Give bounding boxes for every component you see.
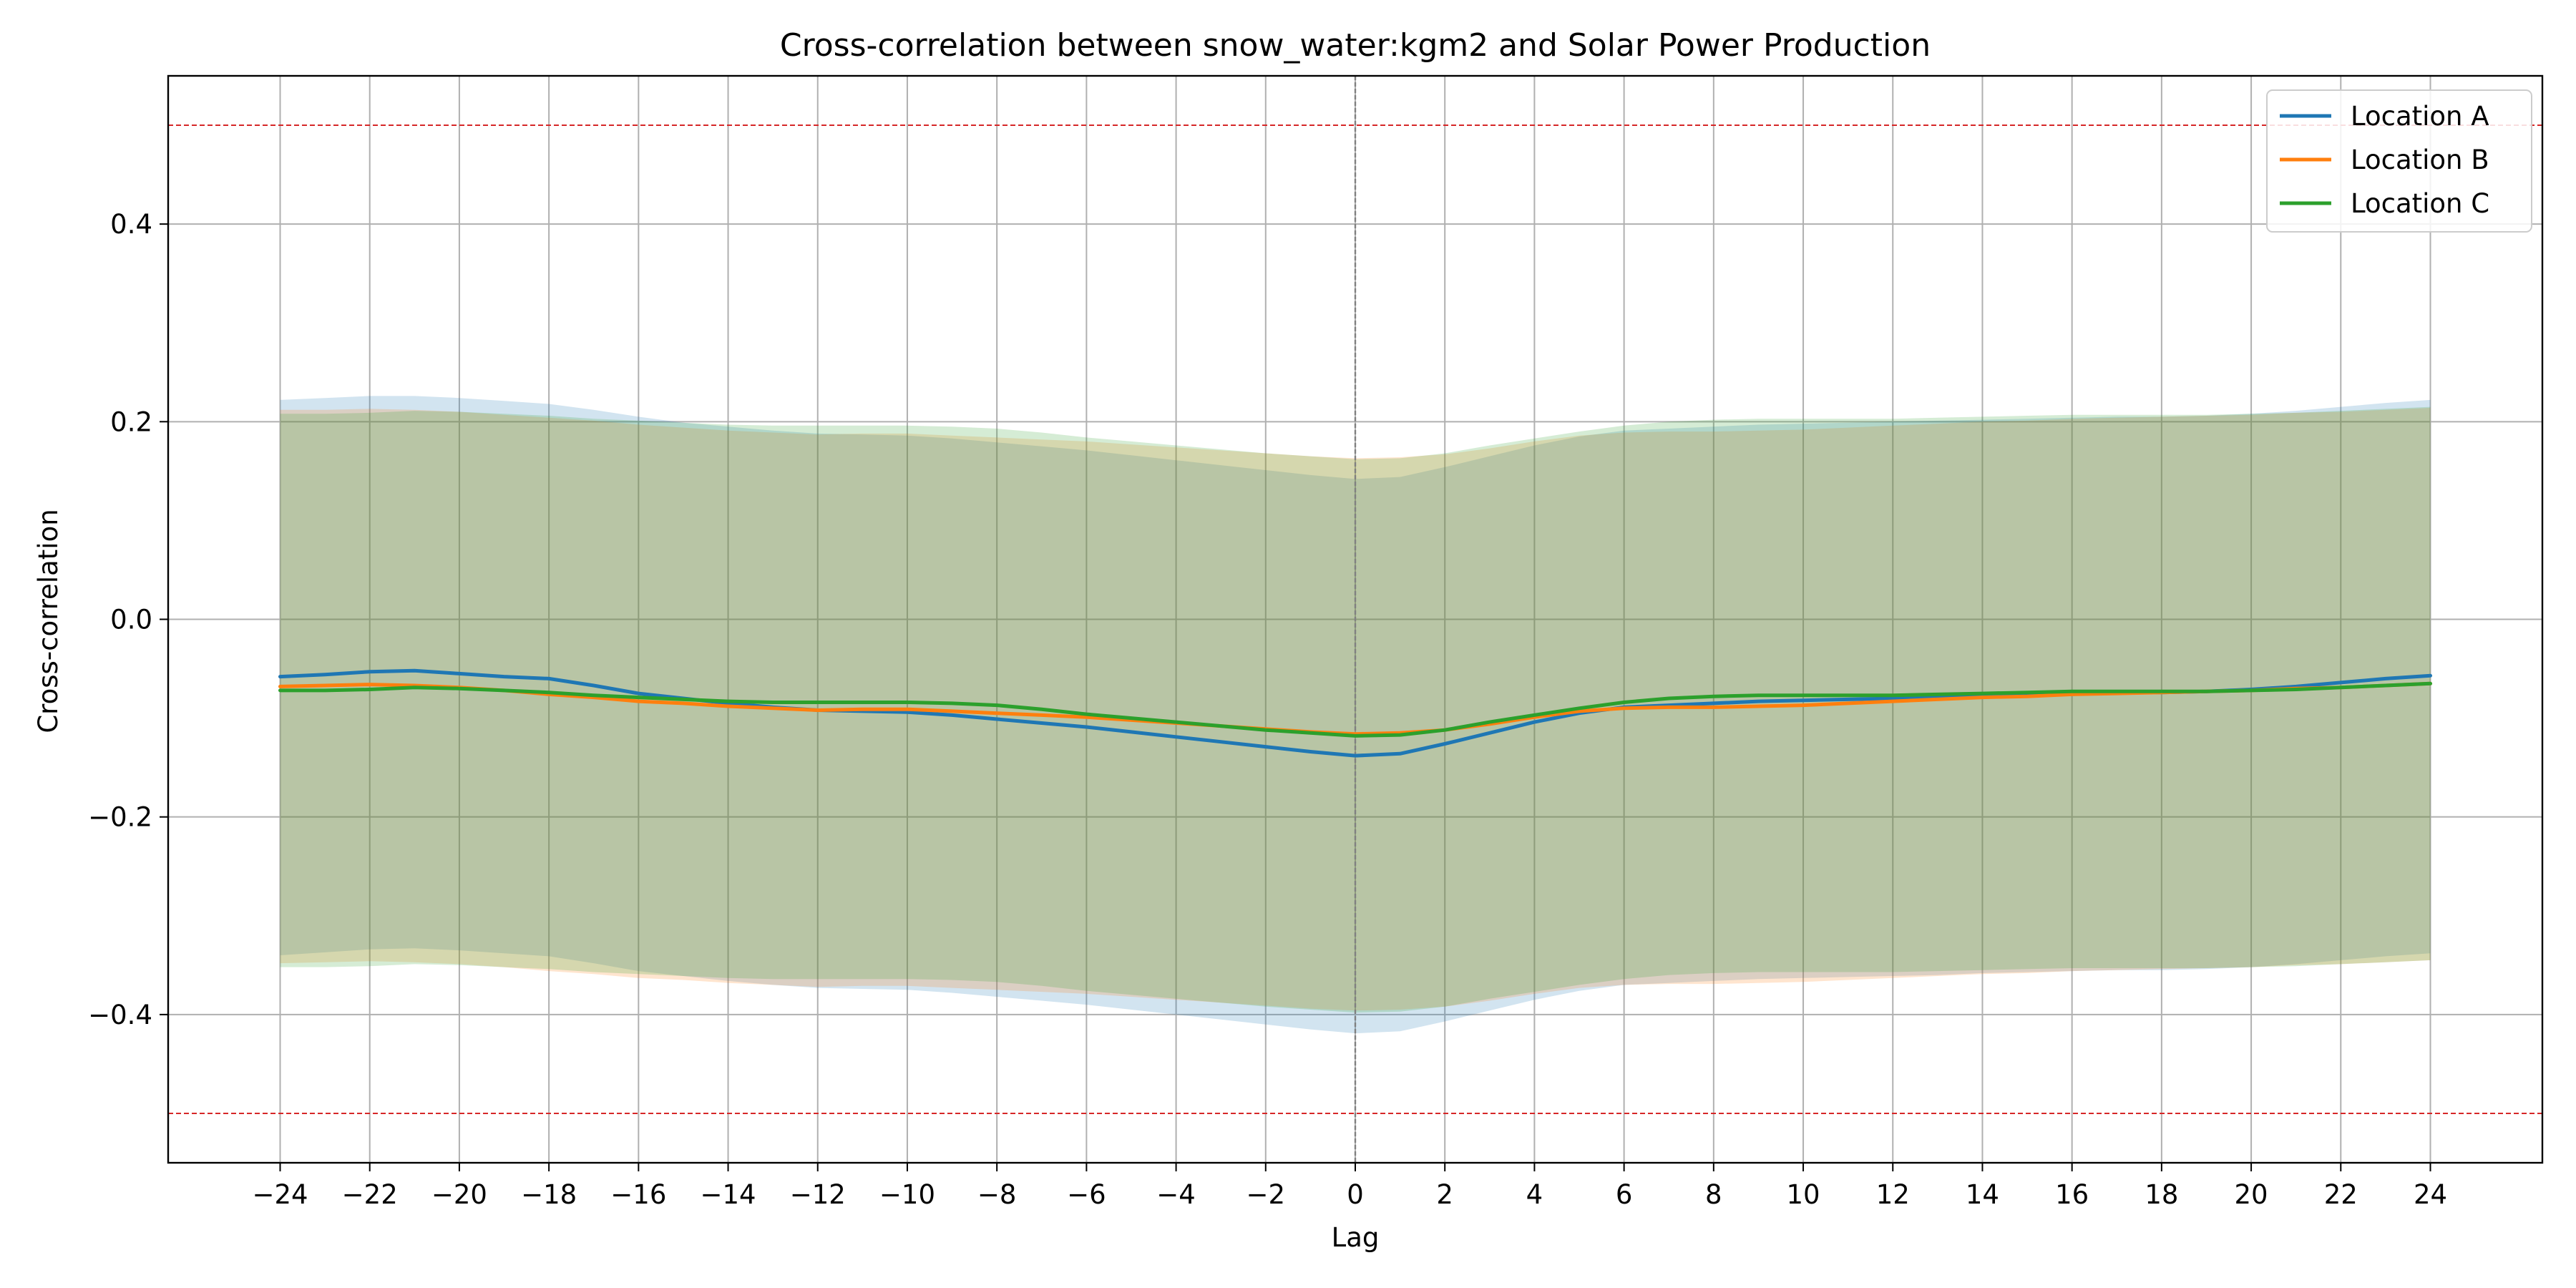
series-lines	[278, 668, 2432, 758]
series-line	[278, 681, 2432, 736]
y-axis-ticks: −0.4 −0.2 0.0 0.2 0.4	[88, 209, 168, 1030]
x-tick-label: 2	[1436, 1179, 1453, 1210]
x-tick-label: −18	[521, 1179, 577, 1210]
x-axis-title: Lag	[1332, 1222, 1380, 1253]
x-tick-label: 24	[2414, 1179, 2447, 1210]
legend: Location A Location B Location C	[2266, 89, 2532, 233]
y-tick-label: 0.4	[110, 209, 152, 240]
x-tick-label: 18	[2145, 1179, 2178, 1210]
x-tick-label: −10	[879, 1179, 935, 1210]
x-tick-label: 10	[1786, 1179, 1820, 1210]
x-tick-label: 12	[1876, 1179, 1910, 1210]
x-tick-label: 20	[2235, 1179, 2268, 1210]
x-tick-label: −20	[431, 1179, 487, 1210]
x-tick-label: 16	[2055, 1179, 2089, 1210]
x-tick-label: −6	[1067, 1179, 1106, 1210]
series-line	[278, 681, 2432, 738]
x-tick-label: −16	[610, 1179, 666, 1210]
legend-label: Location B	[2351, 145, 2489, 175]
y-tick-label: 0.0	[110, 605, 152, 635]
y-tick-label: −0.4	[88, 1000, 152, 1030]
y-axis-title: Cross-correlation	[33, 509, 64, 733]
legend-label: Location C	[2351, 188, 2489, 219]
x-tick-label: 4	[1526, 1179, 1543, 1210]
x-tick-label: −14	[701, 1179, 756, 1210]
x-tick-label: −24	[252, 1179, 308, 1210]
x-axis-ticks: −24 −22 −20 −18 −16 −14 −12 −10 −8 −6 −4 −2 0 2 4 6 8 10 1…	[252, 1163, 2447, 1210]
y-tick-label: −0.2	[88, 802, 152, 833]
x-tick-label: −2	[1246, 1179, 1286, 1210]
legend-label: Location A	[2351, 101, 2489, 132]
reference-lines	[168, 76, 2542, 1163]
x-tick-label: 22	[2324, 1179, 2358, 1210]
x-tick-label: −4	[1156, 1179, 1196, 1210]
x-tick-label: −22	[342, 1179, 398, 1210]
y-tick-label: 0.2	[110, 406, 152, 437]
chart-title: Cross-correlation between snow_water:kgm…	[780, 27, 1931, 64]
x-tick-label: 14	[1966, 1179, 1999, 1210]
legend-box	[2266, 89, 2532, 233]
x-tick-label: −8	[977, 1179, 1017, 1210]
x-tick-label: 0	[1347, 1179, 1364, 1210]
x-tick-label: 6	[1616, 1179, 1633, 1210]
x-tick-label: −12	[790, 1179, 846, 1210]
x-tick-label: 8	[1705, 1179, 1722, 1210]
